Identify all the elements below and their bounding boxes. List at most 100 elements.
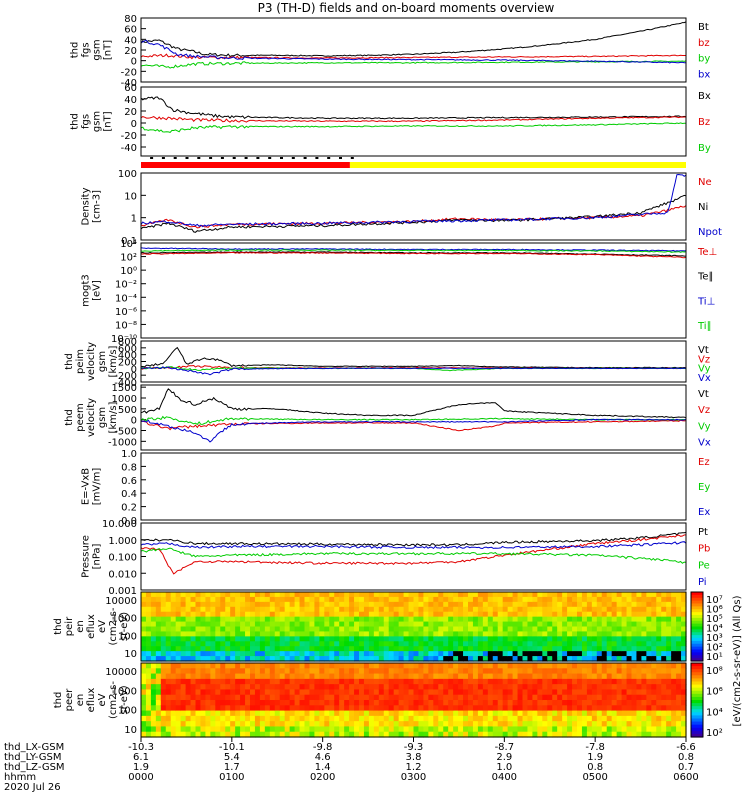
spectrogram-cell [502, 641, 509, 647]
spectrogram-cell [512, 606, 519, 613]
spectrogram-cell [482, 673, 489, 680]
spectrogram-cell [165, 684, 172, 691]
spectrogram-cell [195, 636, 202, 642]
spectrogram-cell [611, 731, 618, 738]
spectrogram-cell [230, 641, 236, 647]
spectrogram-cell [477, 700, 484, 706]
spectrogram-cell [661, 700, 667, 706]
spectrogram-cell [631, 726, 638, 733]
spectrogram-cell [517, 689, 524, 696]
spectrogram-cell [616, 601, 623, 608]
spectrogram-cell [443, 673, 449, 680]
spectrogram-cell [423, 684, 429, 691]
colorbar-tick-label: 10⁶ [706, 605, 723, 616]
spectrogram-cell [651, 606, 657, 613]
spectrogram-cell [611, 651, 618, 657]
spectrogram-cell [438, 592, 444, 598]
spectrogram-cell [230, 694, 236, 701]
spectrogram-cell [497, 689, 504, 696]
spectrogram-cell [383, 626, 390, 633]
spectrogram-cell [552, 678, 558, 685]
spectrogram-cell [294, 694, 301, 701]
spectrogram-cell [616, 611, 623, 618]
spectrogram-cell [482, 705, 489, 712]
spectrogram-cell [230, 721, 236, 728]
spectrogram-cell [225, 731, 231, 738]
spectrogram-cell [512, 705, 519, 712]
spectrogram-cell [413, 678, 420, 685]
spectrogram-cell [487, 641, 494, 647]
spectrogram-cell [572, 694, 578, 701]
spectrogram-cell [393, 631, 400, 637]
spectrogram-cell [463, 721, 469, 728]
spectrogram-cell [195, 721, 202, 728]
spectrogram-cell [240, 616, 246, 623]
spectrogram-cell [468, 715, 474, 722]
spectrogram-cell [398, 663, 405, 669]
spectrogram-cell [616, 710, 623, 717]
spectrogram-cell [230, 668, 236, 675]
spectrogram-cell [681, 689, 687, 696]
spectrogram-cell [354, 641, 360, 647]
spectrogram-cell [641, 616, 647, 623]
colorbar-cell [691, 700, 703, 704]
spectrogram-cell [383, 616, 390, 623]
spectrogram-cell [636, 721, 642, 728]
spectrogram-cell [299, 715, 306, 722]
spectrogram-cell [671, 684, 677, 691]
spectrogram-cell [631, 673, 638, 680]
spectrogram-cell [482, 689, 489, 696]
spectrogram-cell [393, 715, 400, 722]
spectrogram-cell [289, 731, 296, 738]
spectrogram-cell [572, 606, 578, 613]
spectrogram-cell [472, 705, 479, 712]
spectrogram-cell [646, 705, 652, 712]
spectrogram-cell [339, 663, 345, 669]
spectrogram-cell [542, 673, 548, 680]
spectrogram-cell [299, 678, 306, 685]
spectrogram-cell [195, 656, 202, 662]
spectrogram-cell [423, 592, 429, 598]
spectrogram-cell [145, 700, 152, 706]
spectrogram-cell [175, 668, 182, 675]
spectrogram-cell [577, 621, 583, 628]
x-tick-label-hhmm: 0000 [128, 772, 153, 783]
legend-label: Vx [698, 373, 711, 384]
spectrogram-cell [368, 606, 375, 613]
spectrogram-cell [210, 721, 216, 728]
spectrogram-cell [329, 668, 335, 675]
spectrogram-cell [477, 631, 484, 637]
spectrogram-cell [676, 611, 682, 618]
spectrogram-cell [299, 611, 306, 618]
spectrogram-cell [428, 616, 434, 623]
spectrogram-cell [155, 636, 162, 642]
spectrogram-cell [215, 705, 221, 712]
spectrogram-cell [324, 705, 330, 712]
spectrogram-cell [383, 646, 390, 652]
spectrogram-cell [547, 705, 553, 712]
spectrogram-cell [636, 626, 642, 633]
spectrogram-cell [527, 601, 533, 608]
spectrogram-cell [393, 656, 400, 662]
legend-label: Te⊥ [697, 247, 717, 258]
spectrogram-cell [279, 694, 286, 701]
spectrogram-cell [423, 663, 429, 669]
spectrogram-cell [359, 731, 365, 738]
spectrogram-cell [175, 721, 182, 728]
spectrogram-cell [463, 694, 469, 701]
spectrogram-cell [661, 646, 667, 652]
spectrogram-cell [621, 726, 628, 733]
spectrogram-cell [418, 689, 424, 696]
spectrogram-cell [314, 694, 320, 701]
y-tick-label: 10 [124, 649, 137, 660]
spectrogram-cell [250, 641, 256, 647]
spectrogram-cell [542, 611, 548, 618]
spectrogram-cell [512, 656, 519, 662]
spectrogram-cell [200, 689, 206, 696]
spectrogram-cell [651, 646, 657, 652]
spectrogram-cell [314, 616, 320, 623]
spectrogram-cell [230, 646, 236, 652]
spectrogram-cell [145, 641, 152, 647]
spectrogram-cell [443, 651, 449, 657]
